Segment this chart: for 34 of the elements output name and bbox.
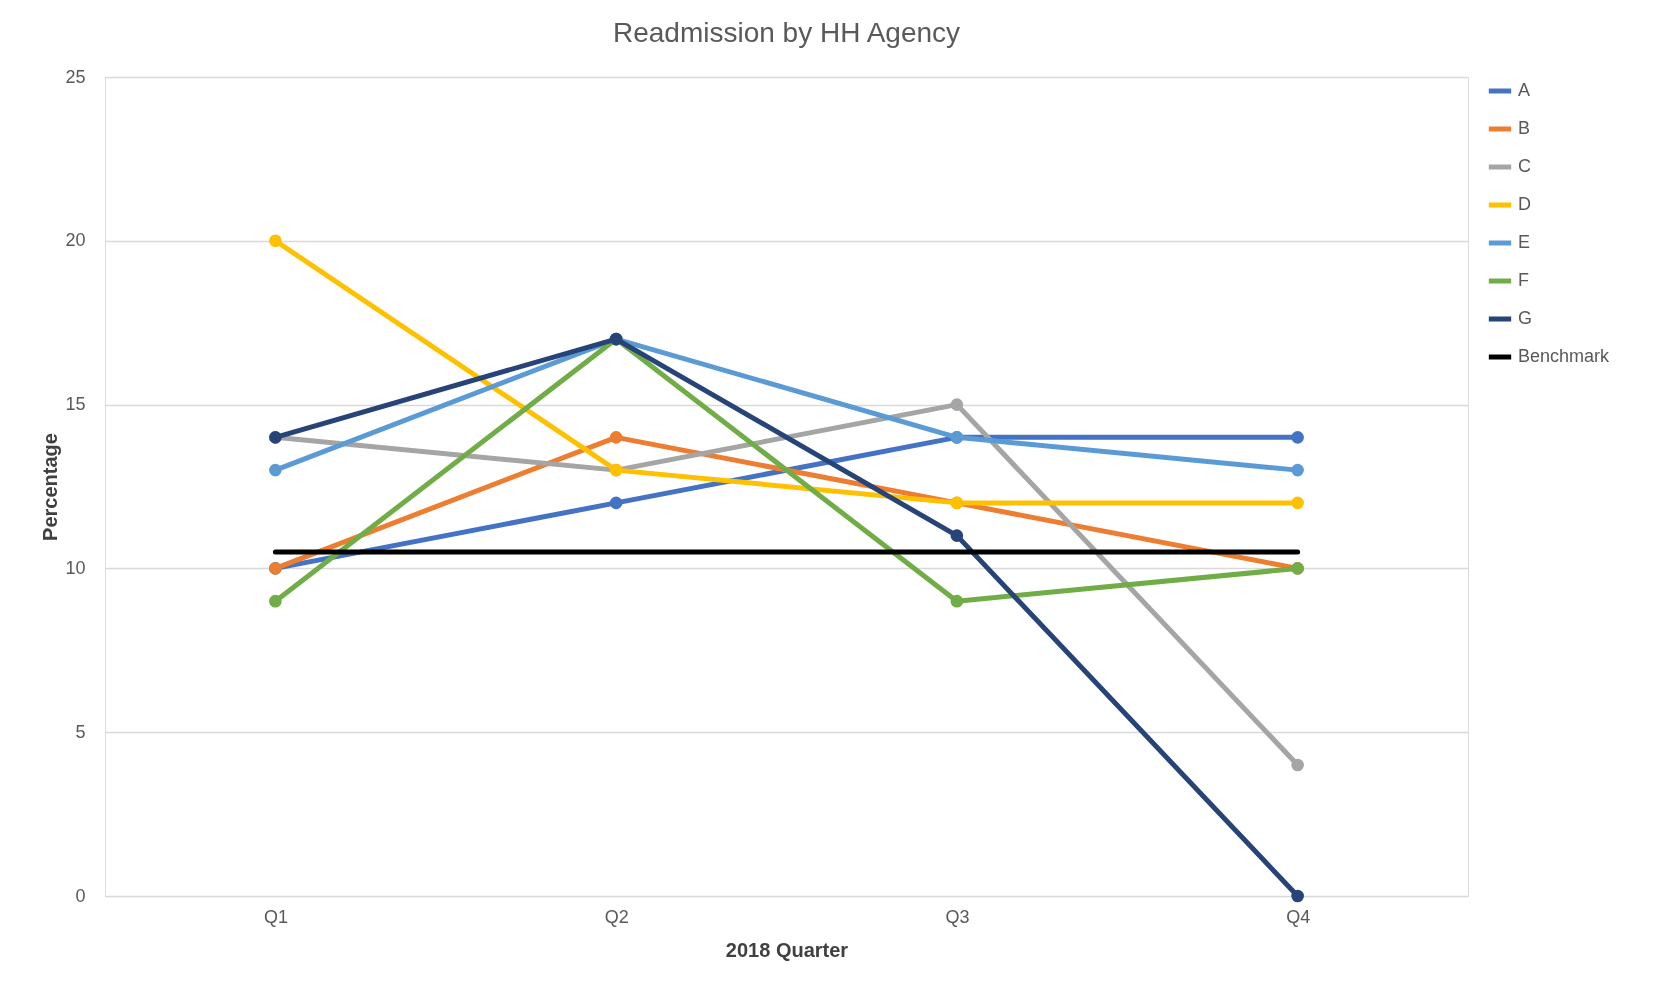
x-axis-title: 2018 Quarter xyxy=(725,938,849,961)
point xyxy=(950,594,964,608)
point xyxy=(1291,496,1304,510)
point xyxy=(269,234,282,248)
point xyxy=(609,496,623,510)
point xyxy=(269,594,282,608)
x-tick-label: Q2 xyxy=(604,906,629,927)
point xyxy=(1291,758,1304,772)
point xyxy=(1291,889,1304,903)
legend-label: B xyxy=(1518,118,1531,138)
x-tick-label: Q1 xyxy=(263,906,288,927)
y-tick-label: 20 xyxy=(65,230,86,251)
legend-label: F xyxy=(1518,270,1529,290)
point xyxy=(1291,431,1304,444)
point xyxy=(609,431,623,444)
point xyxy=(1291,463,1304,477)
legend-label: C xyxy=(1518,156,1531,176)
point xyxy=(950,529,964,542)
y-axis-title: Percentage xyxy=(39,433,62,541)
y-tick-label: 0 xyxy=(75,885,86,906)
y-tick-label: 10 xyxy=(65,557,86,578)
legend-label: Benchmark xyxy=(1518,346,1611,366)
legend-label: E xyxy=(1518,232,1531,252)
x-tick-label: Q3 xyxy=(945,906,970,927)
x-tick-label: Q4 xyxy=(1286,906,1311,927)
point xyxy=(950,398,964,411)
legend-label: G xyxy=(1518,308,1533,328)
y-tick-label: 5 xyxy=(75,721,86,742)
y-tick-label: 25 xyxy=(65,66,86,87)
chart-title: Readmission by HH Agency xyxy=(612,17,961,48)
y-tick-label: 15 xyxy=(65,394,86,415)
legend-label: D xyxy=(1518,194,1531,214)
point xyxy=(269,463,282,477)
legend-label: A xyxy=(1518,80,1531,100)
